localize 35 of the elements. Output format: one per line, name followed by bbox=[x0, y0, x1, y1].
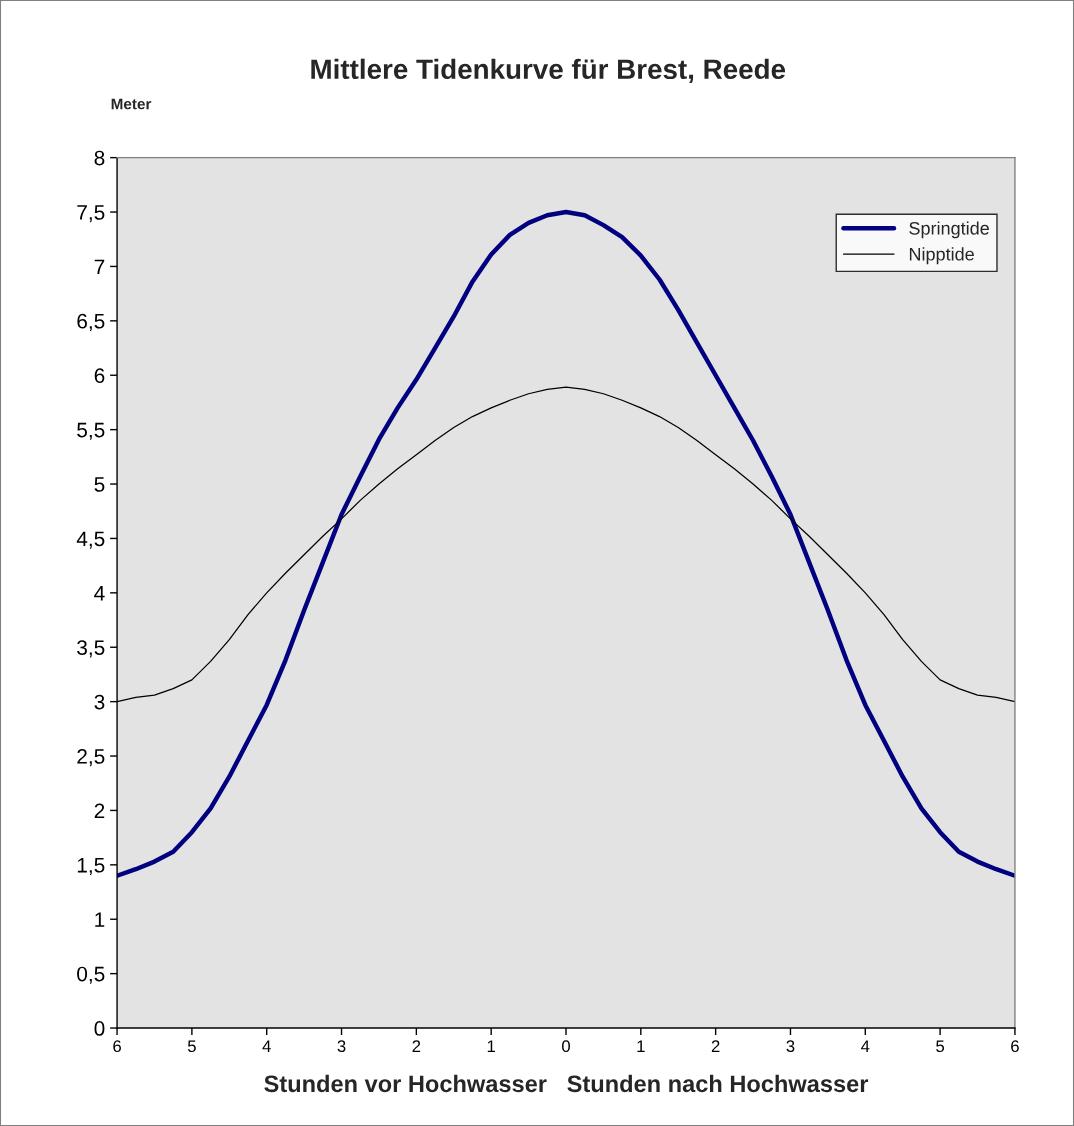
x-tick-label: 0 bbox=[562, 1040, 570, 1053]
y-tick-label: 4 bbox=[94, 586, 105, 601]
x-tick-label: 3 bbox=[337, 1040, 346, 1053]
legend-label: Nipptide bbox=[909, 247, 974, 265]
y-tick-label: 7 bbox=[94, 259, 105, 274]
y-tick-label: 0 bbox=[94, 1021, 105, 1036]
x-tick-label: 4 bbox=[861, 1040, 870, 1052]
y-tick-label: 6 bbox=[94, 368, 105, 383]
x-tick-label: 2 bbox=[412, 1040, 421, 1052]
x-tick-label: 3 bbox=[786, 1040, 795, 1053]
x-tick-label: 2 bbox=[711, 1040, 720, 1052]
y-tick-label: 2,5 bbox=[77, 749, 105, 767]
x-tick-label: 1 bbox=[637, 1040, 645, 1052]
x-axis-title: Stunden vor Hochwasser Stunden nach Hochwasser bbox=[264, 1074, 869, 1093]
y-tick-label: 1,5 bbox=[77, 858, 105, 876]
x-tick-label: 4 bbox=[262, 1040, 271, 1052]
y-tick-label: 0,5 bbox=[77, 966, 105, 984]
y-axis-title: Meter bbox=[111, 98, 152, 110]
x-tick-label: 6 bbox=[113, 1040, 121, 1053]
y-tick-label: 8 bbox=[94, 150, 105, 166]
y-tick-label: 2 bbox=[94, 803, 105, 818]
x-tick-label: 5 bbox=[187, 1040, 196, 1053]
y-tick-label: 5 bbox=[94, 477, 105, 492]
x-tick-label: 1 bbox=[487, 1040, 495, 1052]
legend-label: Springtide bbox=[909, 221, 989, 239]
chart-title: Mittlere Tidenkurve für Brest, Reede bbox=[311, 58, 786, 84]
y-tick-label: 4,5 bbox=[76, 531, 105, 549]
y-tick-label: 1 bbox=[95, 912, 105, 927]
y-tick-label: 7,5 bbox=[77, 205, 105, 223]
x-tick-label: 5 bbox=[936, 1040, 945, 1053]
y-tick-label: 3,5 bbox=[77, 640, 105, 658]
y-tick-label: 5,5 bbox=[77, 422, 105, 440]
y-tick-label: 3 bbox=[94, 694, 105, 710]
y-tick-label: 6,5 bbox=[77, 313, 105, 332]
x-tick-label: 6 bbox=[1011, 1040, 1019, 1053]
